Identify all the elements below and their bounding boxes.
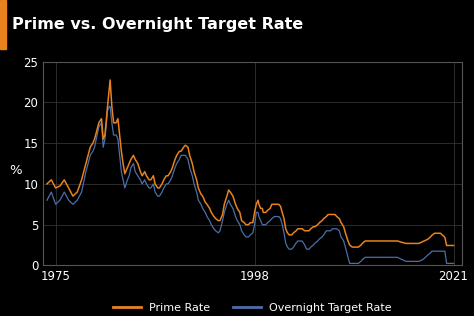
Text: Prime vs. Overnight Target Rate: Prime vs. Overnight Target Rate xyxy=(12,17,303,32)
Y-axis label: %: % xyxy=(9,163,22,177)
Legend: Prime Rate, Overnight Target Rate: Prime Rate, Overnight Target Rate xyxy=(108,298,397,316)
Bar xyxy=(0,0,6,49)
